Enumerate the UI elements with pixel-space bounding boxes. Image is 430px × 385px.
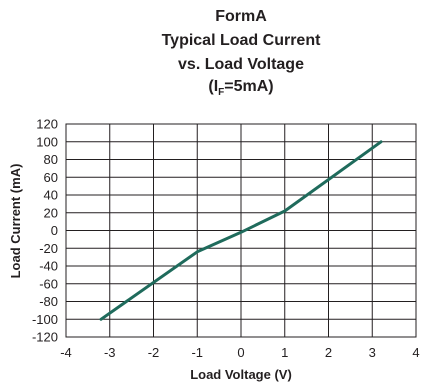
y-tick-label: -40 bbox=[39, 259, 58, 274]
y-tick-labels: 120 100 80 60 40 20 0 -20 -40 -60 -80 -100 -120 bbox=[32, 117, 58, 345]
series-layer bbox=[99, 140, 383, 321]
chart-title: FormA Typical Load Current vs. Load Volt… bbox=[162, 8, 322, 98]
y-tick-label: -100 bbox=[32, 312, 58, 327]
x-axis-label: Load Voltage (V) bbox=[190, 367, 292, 382]
title-line-2: Typical Load Current bbox=[162, 32, 322, 49]
load-current-series-line bbox=[99, 140, 383, 321]
subtitle-suffix: =5mA) bbox=[224, 78, 273, 95]
x-tick-label: -4 bbox=[60, 345, 72, 360]
x-tick-label: 0 bbox=[237, 345, 244, 360]
x-tick-label: -2 bbox=[148, 345, 160, 360]
y-tick-label: 20 bbox=[44, 205, 58, 220]
y-tick-label: -80 bbox=[39, 294, 58, 309]
y-tick-label: 120 bbox=[36, 117, 58, 132]
x-tick-labels: -4 -3 -2 -1 0 1 2 3 4 bbox=[60, 345, 419, 360]
x-tick-label: -1 bbox=[191, 345, 203, 360]
y-axis-label: Load Current (mA) bbox=[8, 164, 23, 279]
x-tick-label: 4 bbox=[412, 345, 419, 360]
y-tick-label: 60 bbox=[44, 170, 58, 185]
title-line-1: FormA bbox=[215, 8, 267, 25]
y-tick-label: -60 bbox=[39, 276, 58, 291]
x-tick-label: 1 bbox=[281, 345, 288, 360]
title-line-3: vs. Load Voltage bbox=[178, 56, 304, 73]
x-tick-label: 2 bbox=[325, 345, 332, 360]
y-tick-label: 80 bbox=[44, 152, 58, 167]
y-tick-label: -20 bbox=[39, 241, 58, 256]
subtitle-subscript: F bbox=[218, 87, 224, 98]
x-tick-label: 3 bbox=[369, 345, 376, 360]
plot-frame bbox=[65, 123, 417, 338]
title-line-4: (IF=5mA) bbox=[208, 78, 273, 98]
y-tick-label: 0 bbox=[51, 223, 58, 238]
y-tick-label: 100 bbox=[36, 134, 58, 149]
y-tick-label: -120 bbox=[32, 330, 58, 345]
x-tick-label: -3 bbox=[104, 345, 116, 360]
subtitle-prefix: (I bbox=[208, 78, 218, 95]
y-tick-label: 40 bbox=[44, 188, 58, 203]
